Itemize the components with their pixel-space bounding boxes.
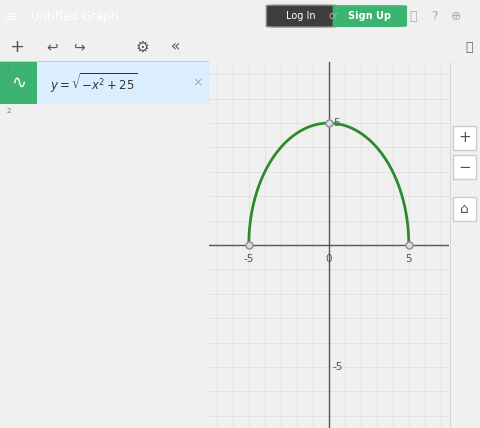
Text: ⚙: ⚙ — [135, 39, 149, 55]
Text: −: − — [458, 160, 471, 175]
Text: ×: × — [192, 77, 203, 89]
Text: 🔧: 🔧 — [466, 41, 473, 54]
Text: ≡: ≡ — [4, 9, 17, 24]
Text: $y=\sqrt{-x^2+25}$: $y=\sqrt{-x^2+25}$ — [50, 71, 137, 95]
Text: -5: -5 — [333, 362, 343, 372]
Text: ↩: ↩ — [47, 40, 58, 54]
Text: ⊕: ⊕ — [451, 9, 461, 23]
Text: Untitled Graph: Untitled Graph — [31, 9, 119, 23]
FancyBboxPatch shape — [266, 5, 336, 27]
Bar — [0, 62, 209, 104]
Text: +: + — [9, 38, 24, 56]
Text: -5: -5 — [244, 253, 254, 264]
Text: «: « — [171, 39, 180, 55]
FancyBboxPatch shape — [333, 5, 407, 27]
Bar — [0, 62, 36, 104]
Text: ∿: ∿ — [11, 74, 26, 92]
Text: +: + — [458, 130, 471, 146]
Text: Log In: Log In — [287, 11, 316, 21]
Text: ⌂: ⌂ — [460, 202, 469, 216]
Text: ⤴: ⤴ — [409, 9, 417, 23]
FancyBboxPatch shape — [453, 126, 476, 150]
Text: Sign Up: Sign Up — [348, 11, 391, 21]
Text: 1: 1 — [6, 66, 11, 72]
Text: or: or — [329, 11, 338, 21]
FancyBboxPatch shape — [453, 197, 476, 221]
FancyBboxPatch shape — [453, 155, 476, 179]
Text: ?: ? — [431, 9, 438, 23]
Text: 0: 0 — [325, 253, 332, 264]
Text: 5: 5 — [333, 118, 339, 128]
Text: ↪: ↪ — [73, 40, 85, 54]
Text: 5: 5 — [406, 253, 412, 264]
Text: 2: 2 — [6, 108, 11, 114]
